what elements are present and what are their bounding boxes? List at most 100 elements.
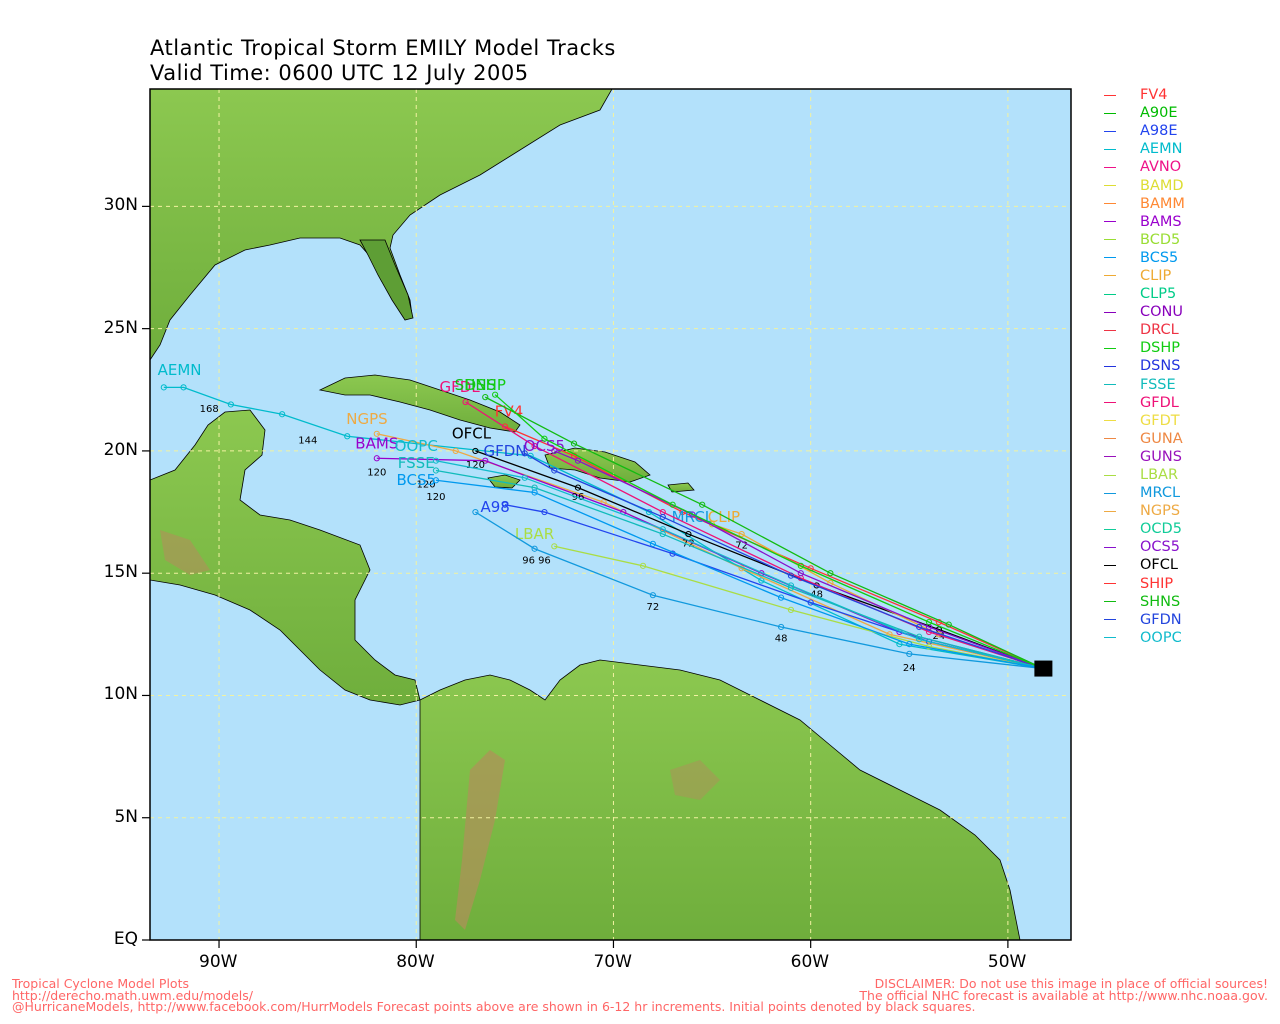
footer-left-line2[interactable]: http://derecho.math.uwm.edu/models/ — [12, 987, 254, 1003]
track-point — [501, 501, 509, 508]
guiana-relief — [670, 760, 720, 800]
legend-item-guns: GUNS — [1104, 448, 1274, 466]
track-label: LBAR — [515, 525, 554, 543]
track-point — [659, 530, 666, 538]
andes-relief — [455, 750, 505, 930]
track-point — [160, 384, 167, 391]
map-frame — [149, 88, 1072, 941]
legend-item-ship: SHIP — [1104, 575, 1274, 593]
forecast-hour-label: 72 — [682, 538, 695, 549]
track-point — [482, 457, 489, 464]
legend-label: SHNS — [1140, 593, 1181, 610]
legend-label: SHIP — [1140, 575, 1174, 592]
lat-tick-label: 5N — [114, 806, 138, 827]
track-line-oopc — [435, 460, 1044, 670]
legend-swatch — [1104, 510, 1116, 512]
track-point — [689, 511, 696, 518]
track-point — [570, 440, 578, 447]
track-point — [649, 540, 657, 547]
legend-label: A98E — [1140, 123, 1178, 140]
footer-right-line2: The official NHC forecast is available a… — [859, 987, 1268, 1003]
cuba — [318, 374, 521, 433]
central-america-relief — [160, 530, 210, 575]
legend-label: NGPS — [1140, 503, 1181, 520]
legend-label: GFDL — [1140, 394, 1179, 411]
lat-tick-label: 20N — [103, 439, 138, 460]
track-line-ngps — [376, 433, 1044, 670]
forecast-hour-label: 72 — [647, 602, 660, 613]
lat-tick-label: 25N — [103, 317, 138, 338]
track-point — [827, 570, 834, 577]
track-label: GFDL — [440, 378, 481, 396]
legend-label: BAMS — [1140, 213, 1182, 230]
track-point — [639, 562, 647, 569]
model-tracks: AEMN 144 168 NGPS BAMS 120 OFCL 24 48 72 96 120 FV4 A… — [158, 361, 1047, 674]
legend-swatch — [1104, 456, 1116, 458]
legend-item-mrcl: MRCL — [1104, 484, 1274, 502]
legend-label: CONU — [1140, 304, 1183, 321]
initial-point-square — [1034, 660, 1053, 677]
track-label: FSSE — [398, 454, 435, 472]
track-point — [501, 423, 509, 430]
legend-swatch — [1104, 438, 1116, 440]
track-point — [541, 435, 548, 442]
legend-item-clip: CLIP — [1104, 267, 1274, 285]
florida — [359, 239, 414, 321]
legend-item-fsse: FSSE — [1104, 376, 1274, 394]
track-point — [551, 467, 558, 474]
track-point — [945, 621, 952, 628]
track-point — [551, 447, 558, 455]
legend-label: AEMN — [1140, 141, 1183, 158]
legend-label: OCD5 — [1140, 521, 1182, 538]
track-point — [521, 474, 528, 481]
track-point — [531, 545, 538, 552]
forecast-hour-label: 144 — [298, 436, 317, 447]
track-point — [279, 411, 286, 418]
track-label: OFCL — [452, 425, 492, 443]
legend-swatch — [1104, 185, 1116, 187]
track-label: A98 — [480, 498, 509, 516]
chart-title: Atlantic Tropical Storm EMILY Model Trac… — [150, 36, 616, 60]
forecast-hour-label: 48 — [775, 634, 788, 645]
forecast-hour-label: 48 — [810, 590, 823, 601]
legend-item-ocd5: OCD5 — [1104, 520, 1274, 538]
legend-label: FV4 — [1140, 87, 1168, 104]
track-point — [649, 592, 657, 599]
legend-item-bcd5: BCD5 — [1104, 231, 1274, 249]
track-point — [916, 633, 923, 640]
footer-right: DISCLAIMER: Do not use this image in pla… — [859, 978, 1268, 1001]
forecast-hour-label: 120 — [426, 492, 445, 503]
legend-item-fv4: FV4 — [1104, 86, 1274, 104]
track-label: BCS5 — [396, 471, 436, 489]
track-line-lbar — [554, 545, 1044, 670]
legend-item-shns: SHNS — [1104, 593, 1274, 611]
legend-label: CLIP — [1140, 267, 1172, 284]
legend-item-bams: BAMS — [1104, 213, 1274, 231]
legend-label: GUNA — [1140, 430, 1183, 447]
track-label: BAMS — [355, 434, 398, 452]
track-line-shns — [484, 396, 1044, 670]
track-point — [492, 391, 499, 398]
track-line-fsse — [435, 469, 1044, 670]
legend-swatch — [1104, 329, 1116, 331]
lat-tick-label: 10N — [103, 684, 138, 705]
track-point — [531, 442, 538, 450]
legend-label: GFDT — [1140, 412, 1180, 429]
track-line-mrcl — [475, 511, 1044, 670]
legend-label: MRCL — [1140, 485, 1181, 502]
track-point — [659, 513, 666, 521]
track-point — [807, 599, 814, 606]
track-point — [373, 455, 380, 462]
track-point — [574, 457, 582, 464]
track-point — [541, 508, 548, 516]
legend-item-ocs5: OCS5 — [1104, 538, 1274, 556]
track-point — [787, 584, 795, 591]
legend-label: CLP5 — [1140, 286, 1177, 303]
footer-left-line1: Tropical Cyclone Model Plots — [12, 976, 189, 991]
legend-item-lbar: LBAR — [1104, 466, 1274, 484]
forecast-hour-label: 24 — [903, 663, 916, 674]
track-label: OCS5 — [524, 437, 565, 455]
legend-label: GUNS — [1140, 448, 1182, 465]
lat-tick-label: EQ — [113, 929, 138, 949]
